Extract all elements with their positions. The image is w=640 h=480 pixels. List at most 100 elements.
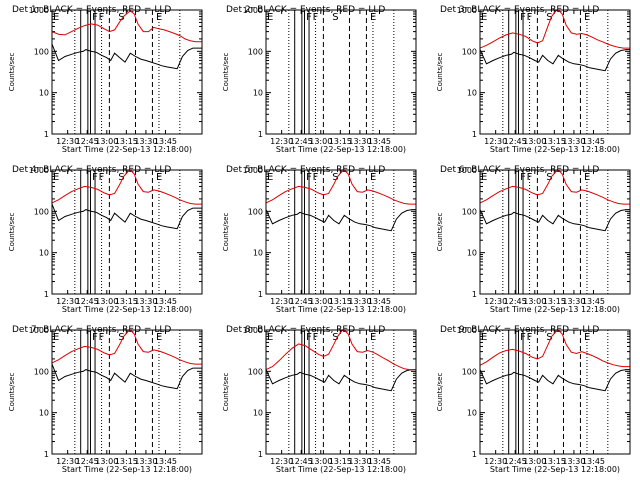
x-tick-label: 13:45: [582, 137, 605, 146]
interval-marker-label: S: [546, 12, 552, 23]
plot-frame: [479, 329, 631, 455]
interval-marker-label: F: [527, 12, 533, 23]
x-tick-label: 13:45: [582, 457, 605, 466]
panel-det-6: Det 6r BLACK = Events, RED = LLDCounts/s…: [436, 165, 631, 314]
x-tick-label: 12:45: [76, 457, 99, 466]
panel-det-3: Det 3r BLACK = Events, RED = LLDCounts/s…: [436, 5, 631, 154]
panel-det-7: Det 7r BLACK = Events, RED = LLDCounts/s…: [8, 325, 203, 474]
interval-marker-label: E: [156, 12, 162, 23]
x-tick-label: 13:15: [543, 137, 566, 146]
series-line-lld: [479, 9, 630, 49]
y-tick-label: 1000: [243, 6, 263, 15]
y-tick-label: 10: [39, 249, 49, 258]
x-tick-label: 13:45: [582, 297, 605, 306]
x-axis-label: Start Time (22-Sep-13 12:18:00): [490, 465, 620, 474]
series-line-lld: [51, 10, 202, 43]
panel-det-4: Det 4r BLACK = Events, RED = LLDCounts/s…: [8, 165, 203, 314]
x-tick-label: 13:45: [368, 297, 391, 306]
x-axis-label: Start Time (22-Sep-13 12:18:00): [276, 305, 406, 314]
x-tick-label: 12:30: [270, 137, 293, 146]
x-tick-label: 12:45: [76, 297, 99, 306]
y-tick-label: 1: [258, 450, 263, 459]
x-tick-label: 12:30: [56, 137, 79, 146]
series-line-events: [51, 43, 202, 70]
x-tick-label: 13:30: [562, 297, 585, 306]
series-line-events: [265, 209, 416, 232]
x-axis-label: Start Time (22-Sep-13 12:18:00): [490, 145, 620, 154]
interval-marker-label: S: [118, 12, 124, 23]
y-axis-label: Counts/sec: [222, 213, 230, 252]
x-tick-label: 13:15: [115, 137, 138, 146]
x-tick-label: 12:45: [504, 457, 527, 466]
series-line-lld: [479, 169, 630, 205]
x-tick-label: 13:30: [348, 137, 371, 146]
interval-marker-label: S: [118, 332, 124, 343]
interval-marker-label: F: [92, 172, 98, 183]
plot-frame: [265, 329, 417, 455]
x-tick-label: 13:00: [523, 457, 546, 466]
interval-marker-label: E: [267, 332, 273, 343]
y-tick-label: 1: [44, 130, 49, 139]
y-tick-label: 10: [39, 89, 49, 98]
x-tick-label: 13:00: [523, 137, 546, 146]
interval-marker-label: E: [267, 172, 273, 183]
x-tick-label: 13:30: [348, 297, 371, 306]
x-tick-label: 13:15: [115, 457, 138, 466]
y-tick-label: 10: [253, 89, 263, 98]
interval-marker-label: F: [313, 172, 319, 183]
interval-marker-label: E: [584, 12, 590, 23]
x-axis-label: Start Time (22-Sep-13 12:18:00): [62, 145, 192, 154]
y-axis-label: Counts/sec: [436, 373, 444, 412]
x-tick-label: 12:30: [56, 297, 79, 306]
plot-frame: [479, 169, 631, 295]
interval-marker-label: F: [520, 332, 526, 343]
y-tick-label: 1: [44, 450, 49, 459]
interval-marker-label: E: [53, 12, 59, 23]
y-tick-label: 1: [44, 290, 49, 299]
x-tick-label: 13:15: [329, 457, 352, 466]
interval-marker-label: E: [267, 12, 273, 23]
x-tick-label: 13:30: [134, 137, 157, 146]
y-tick-label: 100: [462, 207, 477, 216]
plot-frame: [265, 9, 417, 135]
interval-marker-label: F: [92, 332, 98, 343]
y-tick-label: 1: [258, 290, 263, 299]
interval-marker-label: F: [527, 172, 533, 183]
y-tick-label: 100: [34, 47, 49, 56]
x-tick-label: 13:30: [134, 457, 157, 466]
y-tick-label: 1: [258, 130, 263, 139]
x-tick-label: 13:00: [95, 297, 118, 306]
panel-det-8: Det 8r BLACK = Events, RED = LLDCounts/s…: [222, 325, 417, 474]
series-line-lld: [51, 169, 202, 205]
y-tick-label: 1: [472, 130, 477, 139]
series-line-events: [51, 363, 202, 390]
y-tick-label: 1000: [457, 166, 477, 175]
series-line-events: [51, 203, 202, 230]
y-tick-label: 100: [248, 207, 263, 216]
x-tick-label: 13:15: [543, 297, 566, 306]
plot-frame: [265, 169, 417, 295]
interval-marker-label: E: [370, 332, 376, 343]
interval-marker-label: E: [53, 332, 59, 343]
interval-marker-label: E: [370, 12, 376, 23]
y-tick-label: 100: [34, 367, 49, 376]
interval-marker-label: E: [481, 172, 487, 183]
x-tick-label: 12:45: [504, 297, 527, 306]
x-tick-label: 13:00: [309, 137, 332, 146]
x-tick-label: 13:15: [115, 297, 138, 306]
x-tick-label: 13:00: [95, 137, 118, 146]
series-line-events: [479, 369, 630, 392]
y-tick-label: 1000: [29, 326, 49, 335]
x-tick-label: 13:00: [95, 457, 118, 466]
interval-marker-label: S: [332, 332, 338, 343]
interval-marker-label: S: [546, 332, 552, 343]
plot-frame: [51, 9, 203, 135]
x-tick-label: 13:00: [309, 457, 332, 466]
x-tick-label: 12:30: [270, 457, 293, 466]
x-tick-label: 13:00: [309, 297, 332, 306]
interval-marker-label: F: [520, 12, 526, 23]
x-tick-label: 12:45: [504, 137, 527, 146]
y-tick-label: 100: [248, 367, 263, 376]
x-tick-label: 13:00: [523, 297, 546, 306]
